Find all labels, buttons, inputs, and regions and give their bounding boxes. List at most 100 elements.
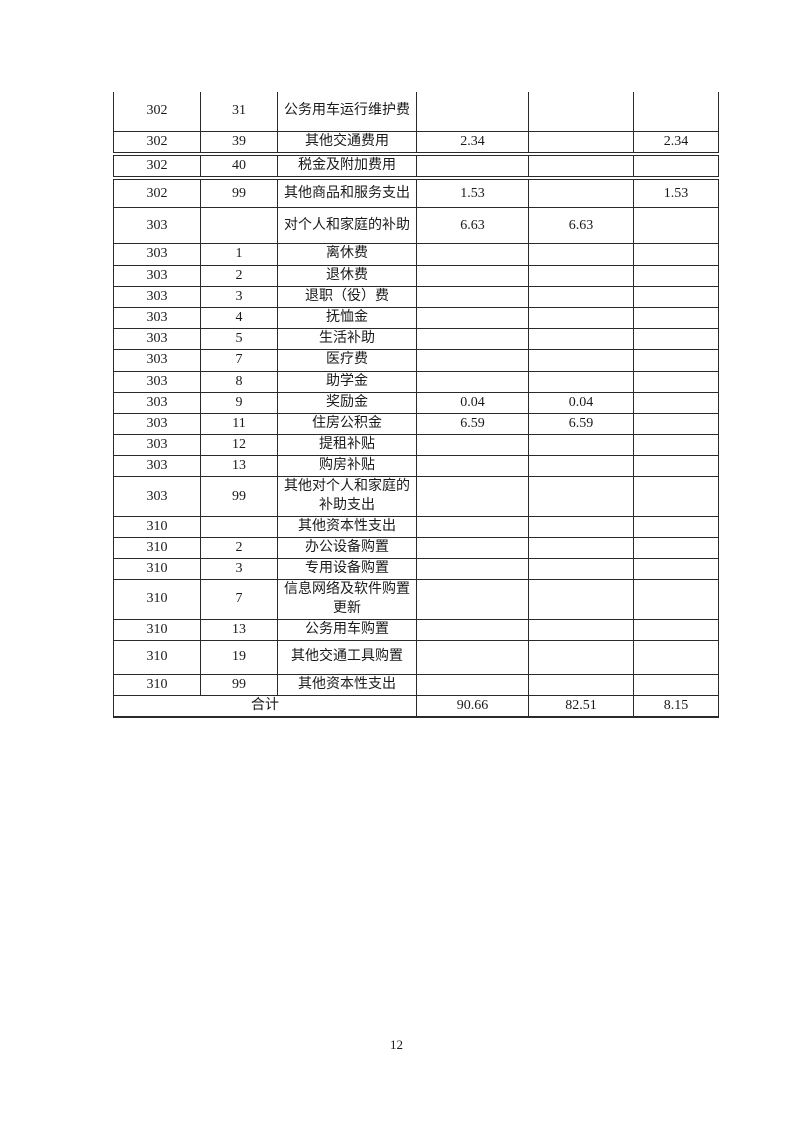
item-name-cell: 税金及附加费用 [277,151,417,180]
subcode-cell: 99 [200,177,278,209]
code-cell: 310 [113,579,201,620]
code-cell: 303 [113,412,201,436]
code-cell: 310 [113,536,201,560]
code-cell: 303 [113,264,201,287]
value2-cell [528,328,634,351]
value2-cell [528,579,634,620]
subcode-cell: 13 [200,455,278,478]
code-cell: 303 [113,243,201,266]
item-name-cell: 提租补贴 [277,434,417,457]
subcode-cell: 9 [200,391,278,414]
code-cell: 303 [113,434,201,457]
item-name-cell: 专用设备购置 [277,558,417,581]
page-number: 12 [390,1037,403,1052]
value1-cell [416,243,529,266]
code-cell: 302 [113,177,201,209]
value3-cell [633,306,719,330]
value1-cell: 6.63 [416,207,529,245]
item-name-cell: 生活补助 [277,328,417,351]
table-row: 303 3 退职（役）费 [113,285,719,308]
code-cell: 303 [113,349,201,372]
item-name-cell: 其他对个人和家庭的补助支出 [277,476,417,517]
subcode-cell: 19 [200,639,278,675]
value3-cell [633,92,719,132]
table-row: 303 9 奖励金 0.04 0.04 [113,391,719,414]
value1-cell [416,673,529,697]
total-label-cell: 合计 [113,695,417,719]
code-cell: 310 [113,673,201,697]
subcode-cell: 99 [200,673,278,697]
code-cell: 303 [113,455,201,478]
subcode-cell: 2 [200,536,278,560]
value2-cell [528,618,634,641]
value2-cell [528,130,634,155]
budget-table: 302 31 公务用车运行维护费 302 39 其他交通费用 2.34 2.34 302 40 税金… [113,92,719,719]
value3-cell [633,515,719,539]
table-row: 303 4 抚恤金 [113,306,719,330]
value2-cell [528,476,634,517]
value2-cell [528,151,634,180]
item-name-cell: 住房公积金 [277,412,417,436]
value1-cell [416,370,529,393]
table-row: 310 99 其他资本性支出 [113,673,719,697]
subcode-cell: 99 [200,476,278,517]
subcode-cell: 4 [200,306,278,330]
subcode-cell: 3 [200,285,278,308]
total-value3-cell: 8.15 [633,695,719,719]
value1-cell [416,264,529,287]
table-row: 310 3 专用设备购置 [113,558,719,581]
code-cell: 303 [113,370,201,393]
item-name-cell: 信息网络及软件购置更新 [277,579,417,620]
table-row: 303 1 离休费 [113,243,719,266]
total-value2-cell: 82.51 [528,695,634,719]
item-name-cell: 其他资本性支出 [277,515,417,539]
value3-cell [633,391,719,414]
item-name-cell: 抚恤金 [277,306,417,330]
code-cell: 310 [113,515,201,539]
table-row: 310 13 公务用车购置 [113,618,719,641]
value1-cell [416,349,529,372]
value1-cell: 1.53 [416,177,529,209]
code-cell: 303 [113,306,201,330]
value3-cell [633,243,719,266]
value2-cell [528,285,634,308]
value3-cell [633,455,719,478]
code-cell: 303 [113,476,201,517]
value1-cell [416,515,529,539]
value2-cell [528,370,634,393]
value3-cell [633,434,719,457]
item-name-cell: 医疗费 [277,349,417,372]
code-cell: 310 [113,639,201,675]
table-row: 302 39 其他交通费用 2.34 2.34 [113,130,719,155]
table-row: 303 2 退休费 [113,264,719,287]
table-row: 303 13 购房补贴 [113,455,719,478]
subcode-cell: 3 [200,558,278,581]
item-name-cell: 离休费 [277,243,417,266]
table-row: 310 7 信息网络及软件购置更新 [113,579,719,620]
value3-cell [633,207,719,245]
value3-cell [633,673,719,697]
value2-cell [528,243,634,266]
code-cell: 303 [113,207,201,245]
item-name-cell: 助学金 [277,370,417,393]
table-row: 302 40 税金及附加费用 [113,151,719,180]
subcode-cell: 13 [200,618,278,641]
value1-cell [416,618,529,641]
item-name-cell: 退职（役）费 [277,285,417,308]
subcode-cell: 1 [200,243,278,266]
value1-cell [416,639,529,675]
code-cell: 302 [113,92,201,132]
value2-cell [528,434,634,457]
value2-cell [528,455,634,478]
code-cell: 303 [113,328,201,351]
value2-cell [528,536,634,560]
value2-cell [528,558,634,581]
value3-cell: 1.53 [633,177,719,209]
table-row: 303 11 住房公积金 6.59 6.59 [113,412,719,436]
code-cell: 302 [113,151,201,180]
value2-cell: 0.04 [528,391,634,414]
subcode-cell: 12 [200,434,278,457]
subcode-cell: 31 [200,92,278,132]
budget-table-body: 302 31 公务用车运行维护费 302 39 其他交通费用 2.34 2.34 302 40 税金… [113,92,719,719]
